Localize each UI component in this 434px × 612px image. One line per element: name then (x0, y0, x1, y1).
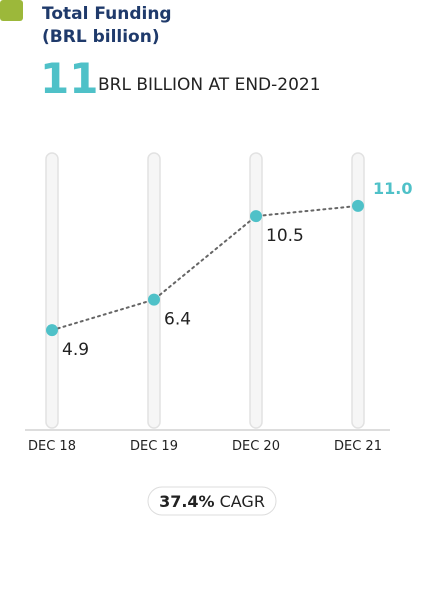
headline-value: 11 (40, 54, 98, 103)
value-label: 4.9 (62, 340, 89, 360)
value-label: 10.5 (266, 226, 304, 246)
cagr-value: 37.4% (159, 492, 215, 511)
cagr: 37.4% CAGR (159, 492, 265, 511)
value-label: 11.0 (373, 179, 412, 198)
cagr-label: CAGR (220, 492, 265, 511)
column-track (45, 152, 59, 429)
value-label: 6.4 (164, 310, 191, 330)
line (51, 204, 359, 332)
headline-text: BRL BILLION AT END-2021 (98, 75, 321, 95)
point (352, 199, 364, 212)
column-track (351, 152, 365, 429)
chart-title: Total Funding (42, 4, 172, 24)
point (250, 210, 262, 223)
x-tick-label: DEC 18 (28, 439, 76, 454)
column-track (147, 152, 161, 429)
cagr-pill (147, 486, 277, 516)
chart-subtitle: (BRL billion) (42, 27, 160, 47)
x-tick-label: DEC 19 (130, 439, 178, 454)
x-tick-label: DEC 20 (232, 439, 280, 454)
column-track (249, 152, 263, 429)
x-tick-label: DEC 21 (334, 439, 382, 454)
legend-swatch (0, 0, 23, 21)
point (46, 324, 58, 337)
point (148, 293, 160, 306)
